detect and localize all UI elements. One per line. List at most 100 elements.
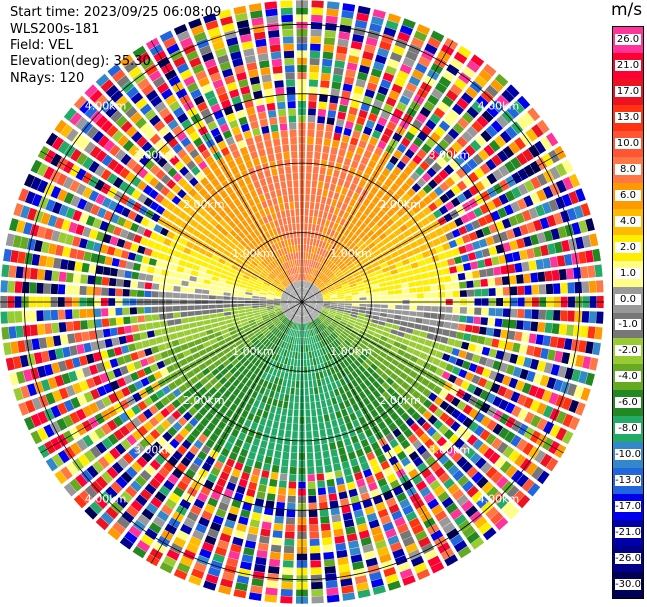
range-gate <box>238 163 247 172</box>
range-gate <box>359 373 367 382</box>
range-gate <box>118 335 127 345</box>
range-gate <box>283 444 290 453</box>
range-gate <box>323 551 335 560</box>
range-gate <box>365 119 376 129</box>
range-gate <box>320 218 326 226</box>
range-gate <box>358 231 366 239</box>
range-gate <box>304 273 307 281</box>
range-gate <box>553 310 561 321</box>
range-gate <box>188 198 198 208</box>
range-gate <box>214 266 223 273</box>
range-gate <box>211 178 220 188</box>
range-gate <box>163 461 175 473</box>
range-gate <box>314 292 322 296</box>
range-gate <box>401 401 411 411</box>
range-gate <box>72 458 85 472</box>
range-gate <box>361 422 370 432</box>
range-gate <box>305 194 310 202</box>
range-gate <box>476 476 489 489</box>
range-gate <box>400 214 410 223</box>
range-gate <box>381 331 390 338</box>
range-gate <box>352 561 365 571</box>
range-gate <box>491 338 500 348</box>
range-gate <box>179 427 190 438</box>
range-gate <box>399 498 411 509</box>
range-gate <box>351 341 359 349</box>
range-gate <box>306 315 310 322</box>
range-gate <box>426 264 435 271</box>
range-gate <box>65 284 73 295</box>
range-gate <box>196 320 204 327</box>
range-gate <box>385 20 399 31</box>
range-gate <box>425 137 437 149</box>
range-gate <box>33 239 43 252</box>
range-gate <box>72 132 85 146</box>
range-gate <box>222 265 231 272</box>
range-gate <box>247 265 255 272</box>
range-gate <box>317 480 326 488</box>
range-gate <box>331 199 338 207</box>
range-gate <box>423 100 435 112</box>
range-gate <box>354 575 368 585</box>
range-gate <box>343 328 351 335</box>
range-gate <box>451 282 460 290</box>
range-gate <box>297 308 300 316</box>
range-gate <box>332 222 339 231</box>
range-gate <box>148 177 160 188</box>
range-gate <box>236 575 250 585</box>
range-gate <box>444 177 456 188</box>
range-gate <box>259 305 267 308</box>
range-gate <box>587 265 596 278</box>
range-gate <box>300 309 302 317</box>
range-gate <box>339 24 352 33</box>
range-gate <box>308 259 312 267</box>
range-gate <box>345 205 353 214</box>
range-gate <box>366 293 374 297</box>
range-gate <box>144 483 157 495</box>
range-gate <box>263 281 271 287</box>
range-gate <box>414 274 422 281</box>
range-gate <box>200 417 210 427</box>
range-gate <box>22 310 30 323</box>
range-gate <box>309 524 319 532</box>
range-gate <box>386 313 395 319</box>
range-gate <box>302 302 307 307</box>
range-gate <box>231 126 241 136</box>
range-gate <box>220 367 229 376</box>
range-gate <box>305 259 308 267</box>
range-gate <box>246 314 254 318</box>
range-gate <box>270 471 279 480</box>
range-gate <box>354 19 368 29</box>
range-gate <box>133 149 145 161</box>
range-gate <box>341 351 349 359</box>
range-gate <box>320 516 330 524</box>
range-gate <box>77 394 88 406</box>
range-gate <box>275 234 280 243</box>
range-gate <box>164 443 175 455</box>
range-gate <box>271 317 279 322</box>
range-gate <box>203 391 213 401</box>
range-gate <box>311 0 324 8</box>
range-gate <box>362 543 374 553</box>
range-gate <box>279 473 288 481</box>
range-gate <box>234 64 246 75</box>
range-gate <box>279 273 285 280</box>
range-gate <box>550 364 560 376</box>
range-gate <box>514 454 526 467</box>
range-gate <box>123 374 133 385</box>
range-gate <box>394 177 404 187</box>
range-gate <box>461 461 473 473</box>
range-gate <box>466 106 479 119</box>
range-gate <box>244 495 254 505</box>
range-gate <box>245 255 253 263</box>
range-gate <box>464 271 473 280</box>
range-gate <box>202 309 210 315</box>
range-gate <box>316 303 324 305</box>
range-gate <box>312 423 319 431</box>
range-gate <box>149 459 161 471</box>
range-gate <box>329 367 336 375</box>
range-gate <box>451 314 460 322</box>
range-gate <box>336 224 343 233</box>
range-gate <box>168 271 176 278</box>
range-gate <box>90 110 103 124</box>
